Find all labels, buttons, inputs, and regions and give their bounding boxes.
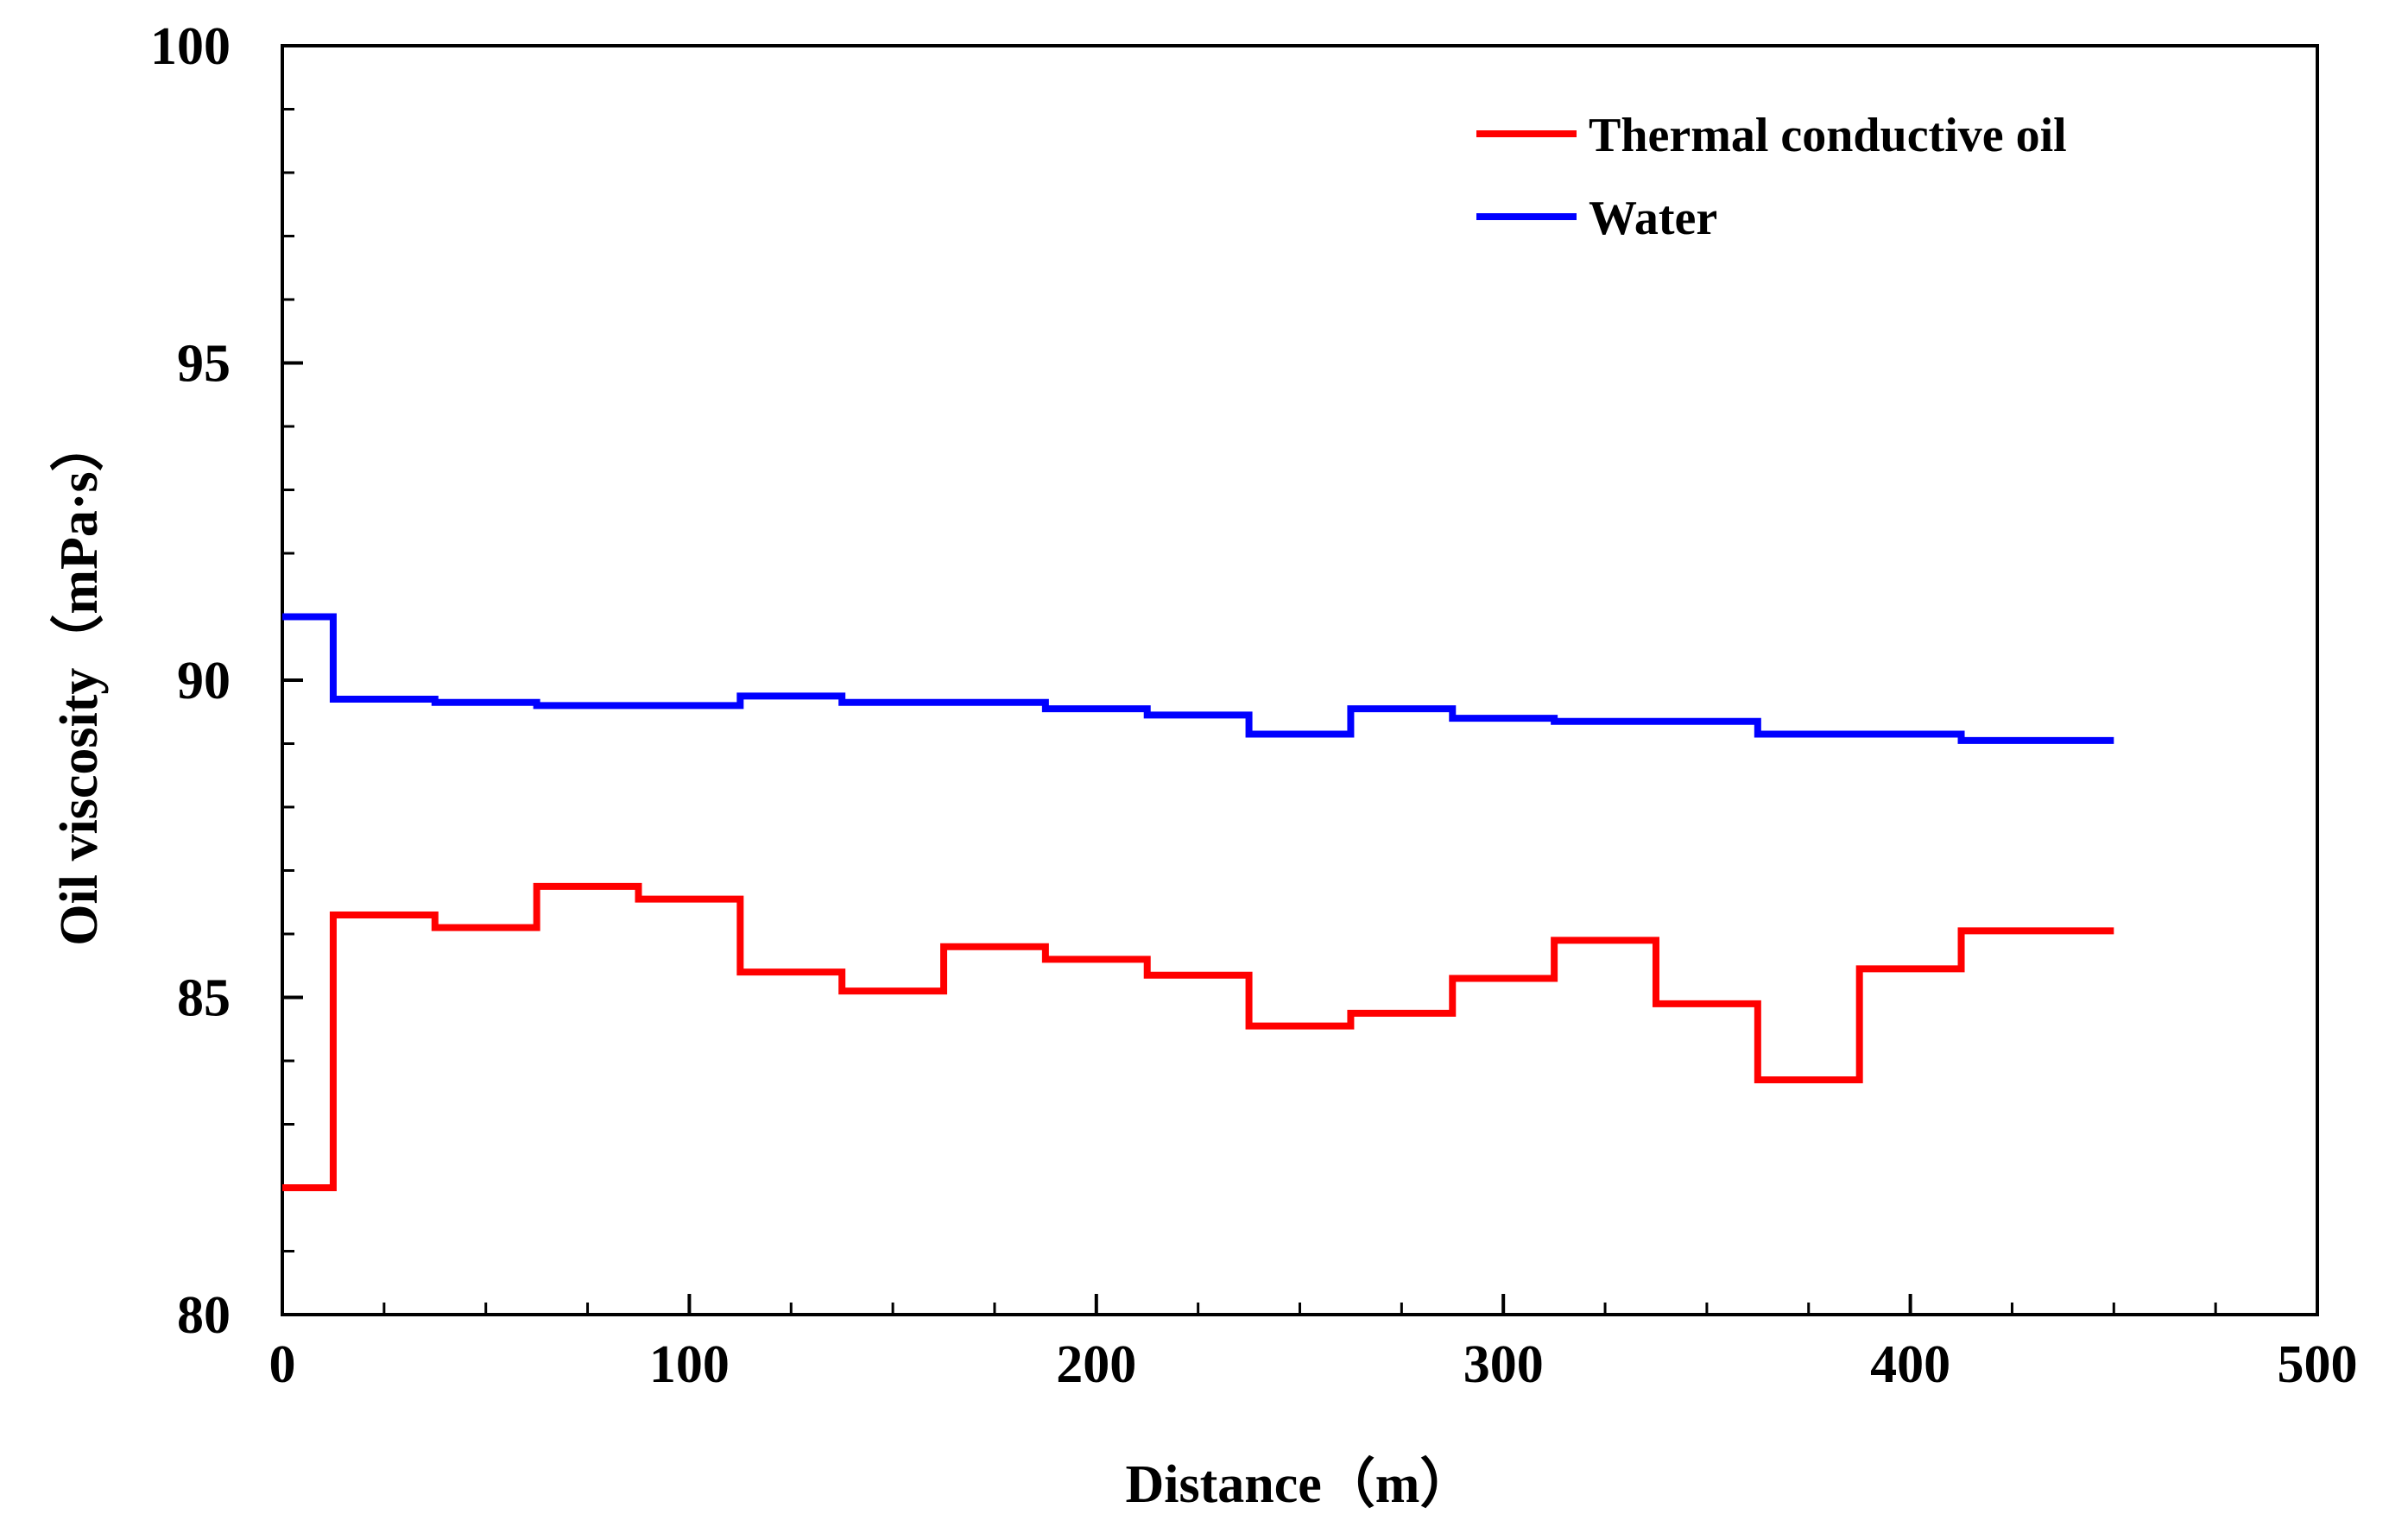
- y-tick-label: 80: [177, 1286, 231, 1345]
- water-series-line: [282, 613, 2114, 744]
- x-tick-label: 100: [649, 1335, 730, 1394]
- plot-frame: [281, 44, 2319, 1316]
- legend: Thermal conductive oil Water: [1476, 109, 2067, 245]
- axis-ticks: [281, 44, 2319, 1316]
- tick-labels: 0 100 200 300 400 500 80 85 90 95 100: [150, 17, 2358, 1394]
- thermal-conductive-oil-series-line: [282, 882, 2114, 1191]
- x-tick-label: 200: [1056, 1335, 1136, 1394]
- legend-label-water: Water: [1589, 192, 1717, 245]
- y-tick-label: 95: [177, 335, 231, 394]
- series-layer: [282, 613, 2114, 1191]
- x-tick-label: 0: [269, 1335, 296, 1394]
- y-tick-label: 100: [150, 17, 231, 76]
- x-tick-label: 500: [2278, 1335, 2358, 1394]
- x-axis-title: Distance（m）: [1126, 1454, 1474, 1514]
- x-tick-label: 300: [1463, 1335, 1544, 1394]
- plot-area-border: [281, 44, 2319, 1316]
- x-tick-label: 400: [1870, 1335, 1950, 1394]
- y-axis-title: Oil viscosity（mPa·s）: [48, 418, 109, 945]
- y-tick-label: 90: [177, 652, 231, 710]
- legend-label-thermal-conductive-oil: Thermal conductive oil: [1589, 109, 2067, 162]
- y-tick-label: 85: [177, 969, 231, 1028]
